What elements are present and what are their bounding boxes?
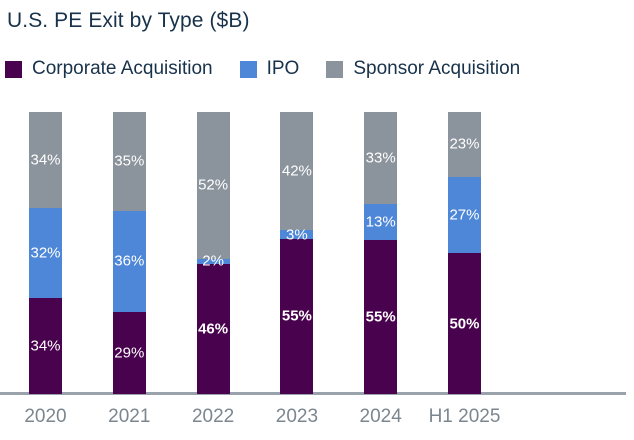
x-axis-label: 2023 <box>275 406 319 427</box>
bar-group-2022: 52% 2% 46% <box>172 112 255 394</box>
segment-sponsor: 34% <box>29 112 62 208</box>
legend-swatch-ipo <box>239 60 257 78</box>
bar-group-2023: 42% 3% 55% <box>255 112 338 394</box>
legend: Corporate Acquisition IPO Sponsor Acquisit… <box>5 58 520 80</box>
stacked-bar-2024: 33% 13% 55% <box>364 112 398 394</box>
segment-value-label: 3% <box>286 226 308 244</box>
segment-ipo: 2% <box>196 253 230 270</box>
x-axis-labels: 2020 2021 2022 2023 2024 H1 2025 <box>4 406 506 428</box>
segment-value-label: 52% <box>198 176 229 194</box>
stacked-bar-2022: 52% 2% 46% <box>196 112 230 394</box>
stacked-bar-2021: 35% 36% 29% <box>112 112 146 394</box>
bars-row: 34% 32% 34% 35% 36% 29% 52% 2% 46% 42% 3% 55% 33% 13%… <box>4 112 506 394</box>
x-axis-label: 2022 <box>191 406 235 427</box>
segment-value-label: 35% <box>114 152 145 170</box>
plot-area: 34% 32% 34% 35% 36% 29% 52% 2% 46% 42% 3% 55% 33% 13%… <box>0 112 634 440</box>
segment-sponsor: 23% <box>447 112 481 177</box>
x-axis-label: 2021 <box>108 406 151 427</box>
segment-sponsor: 42% <box>280 112 314 231</box>
segment-ipo: 27% <box>447 176 481 253</box>
segment-value-label: 27% <box>449 206 480 224</box>
segment-sponsor: 35% <box>112 112 146 211</box>
segment-value-label: 34% <box>30 337 61 355</box>
legend-item-sponsor: Sponsor Acquisition <box>326 58 520 80</box>
segment-value-label: 42% <box>281 162 312 180</box>
legend-label: IPO <box>266 58 300 79</box>
legend-swatch-corporate <box>5 60 22 78</box>
x-axis-label: H1 2025 <box>428 406 501 427</box>
segment-corporate: 50% <box>447 253 481 394</box>
segment-value-label: 50% <box>449 315 480 332</box>
segment-corporate: 55% <box>364 240 398 394</box>
bar-group-2024: 33% 13% 55% <box>339 112 422 394</box>
segment-sponsor: 52% <box>196 112 230 259</box>
segment-value-label: 29% <box>114 344 145 362</box>
segment-ipo: 36% <box>112 210 146 313</box>
segment-value-label: 2% <box>202 252 224 270</box>
segment-value-label: 34% <box>30 151 61 169</box>
x-axis-label: 2020 <box>24 406 67 427</box>
chart-title: U.S. PE Exit by Type ($B) <box>7 9 250 32</box>
legend-swatch-sponsor <box>326 60 344 78</box>
segment-value-label: 23% <box>449 135 480 153</box>
segment-corporate: 29% <box>112 312 146 394</box>
segment-ipo: 13% <box>364 204 398 241</box>
segment-value-label: 55% <box>281 307 312 325</box>
segment-value-label: 13% <box>365 213 396 231</box>
segment-corporate: 46% <box>196 264 230 394</box>
segment-sponsor: 33% <box>364 112 398 205</box>
segment-value-label: 32% <box>30 244 61 262</box>
legend-item-corporate: Corporate Acquisition <box>5 58 213 80</box>
stacked-bar-h1-2025: 23% 27% 50% <box>447 112 481 394</box>
stacked-bar-2023: 42% 3% 55% <box>280 112 314 394</box>
bar-group-2021: 35% 36% 29% <box>88 112 171 394</box>
segment-value-label: 46% <box>198 320 229 338</box>
legend-label: Sponsor Acquisition <box>353 58 521 79</box>
legend-item-ipo: IPO <box>239 58 300 80</box>
x-axis-label: 2024 <box>359 406 402 427</box>
segment-value-label: 33% <box>365 149 396 167</box>
legend-label: Corporate Acquisition <box>32 58 213 79</box>
segment-corporate: 55% <box>280 238 314 394</box>
bar-group-h1-2025: 23% 27% 50% <box>423 112 506 394</box>
segment-value-label: 55% <box>365 308 396 326</box>
segment-corporate: 34% <box>29 298 62 394</box>
segment-ipo: 32% <box>29 207 62 299</box>
segment-value-label: 36% <box>114 252 145 270</box>
stacked-bar-2020: 34% 32% 34% <box>29 112 62 394</box>
bar-group-2020: 34% 32% 34% <box>4 112 87 394</box>
segment-ipo: 3% <box>280 226 314 243</box>
